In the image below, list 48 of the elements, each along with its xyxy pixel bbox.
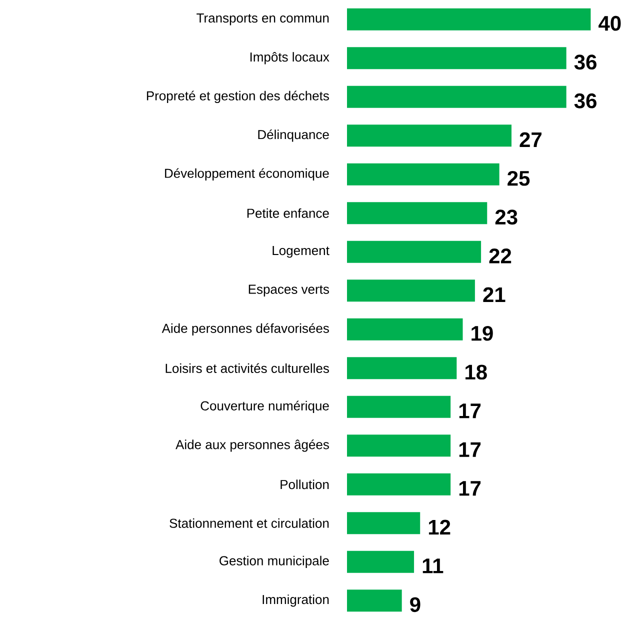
data-label: 11 bbox=[422, 558, 444, 574]
data-label: 25 bbox=[508, 170, 530, 186]
y-tick-label: Gestion municipale bbox=[220, 556, 329, 568]
y-tick-label: Immigration bbox=[262, 594, 329, 607]
bar bbox=[347, 473, 451, 496]
data-label: 17 bbox=[459, 481, 481, 496]
bar bbox=[347, 434, 451, 457]
data-label: 17 bbox=[459, 442, 481, 457]
bar bbox=[347, 550, 414, 573]
y-tick-label: Aide aux personnes âgées bbox=[176, 440, 329, 452]
data-label: 36 bbox=[574, 93, 596, 108]
data-label: 12 bbox=[428, 520, 450, 534]
y-tick-label: Délinquance bbox=[258, 129, 329, 142]
bar bbox=[347, 86, 566, 108]
bar bbox=[347, 590, 402, 612]
y-tick-label: Logement bbox=[272, 246, 330, 258]
bar bbox=[347, 280, 475, 302]
y-tick-label: Impôts locaux bbox=[250, 52, 330, 64]
data-label: 18 bbox=[466, 364, 487, 380]
data-label: 21 bbox=[483, 287, 506, 302]
bar bbox=[347, 396, 451, 418]
data-label: 19 bbox=[472, 326, 493, 341]
bar bbox=[347, 240, 482, 263]
y-tick-label: Couverture numérique bbox=[200, 400, 329, 414]
bar bbox=[347, 47, 566, 70]
y-tick-label: Espaces verts bbox=[248, 284, 329, 296]
y-tick-label: Aide personnes défavorisées bbox=[162, 323, 329, 336]
y-tick-label: Propreté et gestion des déchets bbox=[146, 90, 329, 104]
data-label: 36 bbox=[574, 54, 596, 70]
y-tick-label: Loisirs et activités culturelles bbox=[166, 363, 329, 373]
y-tick-label: Petite enfance bbox=[247, 208, 329, 218]
bar bbox=[347, 357, 457, 380]
bar bbox=[347, 8, 591, 30]
data-label: 17 bbox=[459, 404, 481, 418]
data-label: 27 bbox=[520, 132, 542, 147]
y-tick-label: Transports en commun bbox=[196, 14, 329, 26]
data-label: 22 bbox=[489, 248, 512, 264]
data-label: 9 bbox=[410, 597, 420, 612]
y-tick-label: Pollution bbox=[280, 480, 329, 490]
y-tick-label: Stationnement et circulation bbox=[170, 518, 329, 528]
bar bbox=[347, 512, 420, 534]
bar bbox=[347, 124, 512, 147]
data-label: 40 bbox=[598, 16, 621, 31]
y-tick-label: Développement économique bbox=[165, 168, 329, 181]
bar bbox=[347, 318, 463, 340]
data-label: 23 bbox=[495, 210, 518, 225]
bar bbox=[347, 202, 488, 224]
bar bbox=[347, 163, 500, 186]
